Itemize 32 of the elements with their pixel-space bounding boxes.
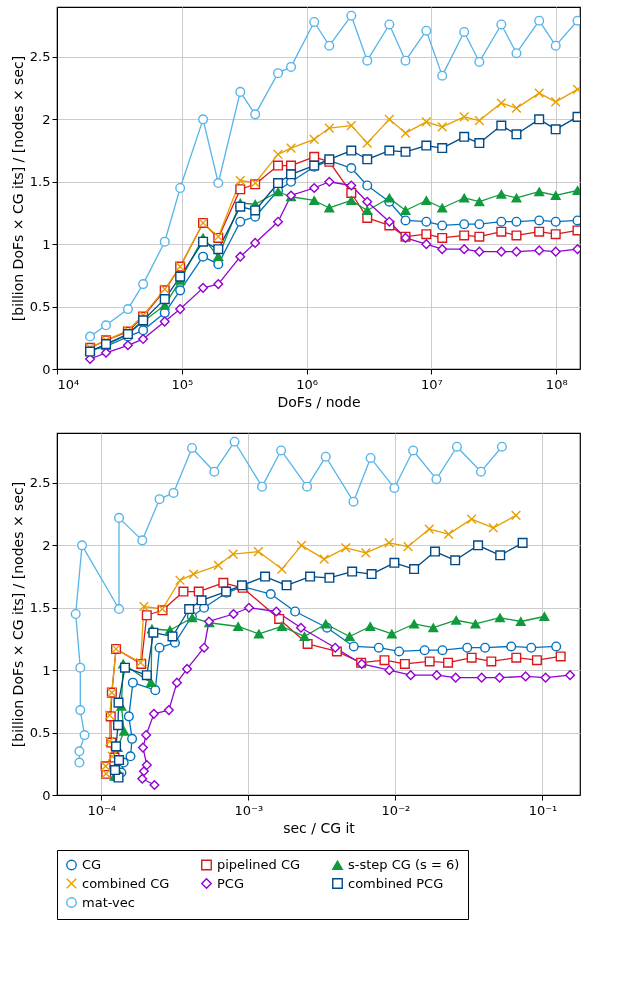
- y-tick-label: 0: [42, 787, 51, 803]
- y-tick-label: 2: [42, 537, 51, 553]
- x-tick-label: 10⁷: [421, 376, 443, 392]
- x-tick-label: 10⁻⁴: [87, 802, 117, 818]
- y-tick-label: 1.5: [29, 600, 51, 616]
- x-tick-label: 10⁻²: [381, 802, 411, 818]
- legend-label: pipelined CG: [217, 856, 301, 872]
- x-axis-title: sec / CG it: [283, 819, 356, 836]
- y-tick-label: 2: [42, 111, 51, 127]
- legend-label: CG: [82, 856, 102, 872]
- legend-label: s-step CG (s = 6): [348, 857, 460, 873]
- y-axis-title: [billion DoFs × CG its] / [nodes × sec]: [9, 55, 26, 322]
- y-tick-label: 2.5: [29, 475, 51, 491]
- y-tick-label: 1.5: [29, 174, 51, 190]
- x-tick-label: 10⁻³: [234, 802, 264, 818]
- x-tick-label: 10⁻¹: [528, 802, 558, 818]
- x-axis-title: DoFs / node: [277, 393, 361, 410]
- y-tick-label: 0.5: [29, 299, 51, 315]
- y-tick-label: 2.5: [29, 49, 51, 65]
- x-tick-label: 10⁶: [296, 376, 319, 392]
- legend-label: PCG: [217, 875, 244, 891]
- y-tick-label: 0.5: [29, 725, 51, 741]
- legend-label: mat-vec: [82, 894, 135, 910]
- legend-label: combined PCG: [348, 875, 444, 891]
- x-tick-label: 10⁵: [171, 376, 194, 392]
- y-tick-label: 0: [42, 361, 51, 377]
- y-tick-label: 1: [42, 662, 51, 678]
- legend-label: combined CG: [82, 875, 170, 891]
- y-tick-label: 1: [42, 236, 51, 252]
- x-tick-label: 10⁴: [57, 376, 80, 392]
- y-axis-title: [billion DoFs × CG its] / [nodes × sec]: [9, 481, 26, 748]
- x-tick-label: 10⁸: [545, 376, 568, 392]
